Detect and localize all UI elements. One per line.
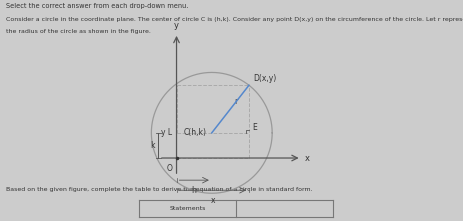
Text: Consider a circle in the coordinate plane. The center of circle C is (h,k). Cons: Consider a circle in the coordinate plan…: [6, 17, 463, 22]
Text: Based on the given figure, complete the table to derive the equation of a circle: Based on the given figure, complete the …: [6, 187, 312, 192]
Text: y L: y L: [162, 128, 173, 137]
Text: k: k: [150, 141, 154, 150]
Text: x: x: [304, 154, 309, 162]
Text: y: y: [174, 21, 179, 30]
Text: the radius of the circle as shown in the figure.: the radius of the circle as shown in the…: [6, 29, 150, 34]
Text: D(x,y): D(x,y): [253, 74, 276, 83]
Text: Statements: Statements: [169, 206, 206, 211]
Text: r: r: [234, 97, 238, 106]
Text: C(h,k): C(h,k): [184, 128, 207, 137]
Text: x: x: [211, 196, 215, 205]
Text: Select the correct answer from each drop-down menu.: Select the correct answer from each drop…: [6, 3, 188, 9]
Text: h: h: [192, 186, 197, 195]
Text: O: O: [167, 164, 173, 173]
Text: E: E: [252, 123, 257, 132]
